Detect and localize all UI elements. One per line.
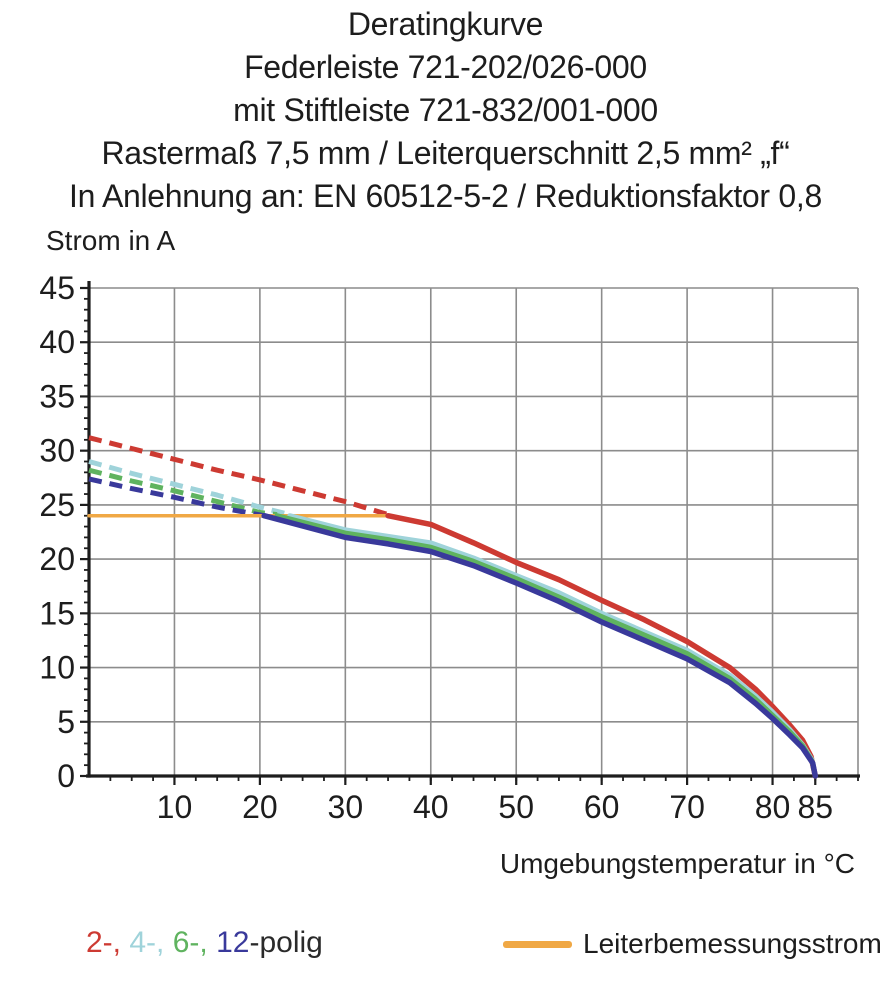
title-line-product: Deratingkurve: [347, 6, 544, 42]
y-tick-label: 0: [57, 758, 75, 794]
title-line-rastermass: Rastermaß 7,5 mm / Leiterquerschnitt 2,5…: [101, 135, 790, 171]
x-tick-label: 50: [498, 789, 534, 825]
curve-p4-dashed: [88, 459, 291, 518]
curve-p6-solid: [274, 513, 818, 779]
y-tick-label: 30: [39, 433, 75, 469]
y-tick-label: 25: [39, 487, 75, 523]
x-tick-label: 70: [669, 789, 705, 825]
y-axis-title: Strom in A: [46, 225, 176, 256]
x-axis-title: Umgebungstemperatur in °C: [499, 848, 855, 879]
y-tick-label: 15: [39, 595, 75, 631]
legend-rated: Leiterbemessungsstrom: [503, 926, 882, 962]
legend-poles-part: 12: [207, 926, 250, 959]
x-tick-label: 85: [797, 789, 833, 825]
x-tick-label: 30: [328, 789, 364, 825]
y-tick-label: 5: [57, 704, 75, 740]
y-tick-label: 45: [39, 270, 75, 306]
curve-p2-solid: [385, 512, 819, 779]
x-tick-label: 40: [413, 789, 449, 825]
title-line-federleiste: Federleiste 721-202/026-000: [244, 49, 647, 85]
x-tick-label: 10: [157, 789, 193, 825]
curve-p2-dashed: [88, 435, 389, 517]
title-line-stiftleiste: mit Stiftleiste 721-832/001-000: [233, 92, 658, 128]
legend-poles-part: 4-,: [121, 926, 165, 959]
curve-p6-dashed: [88, 467, 278, 518]
title-line-norm: In Anlehnung an: EN 60512-5-2 / Reduktio…: [69, 178, 822, 214]
legend-poles: 2-, 4-, 6-, 12-polig: [86, 926, 323, 960]
chart-title-block: Deratingkurve Federleiste 721-202/026-00…: [0, 3, 891, 218]
curve-p12-solid: [261, 512, 819, 779]
y-tick-label: 35: [39, 378, 75, 414]
x-tick-label: 20: [242, 789, 278, 825]
legend-poles-part: 2-,: [86, 926, 122, 959]
legend-poles-part: -polig: [249, 926, 323, 959]
curve-p12-dashed: [88, 476, 265, 519]
rated-current-line-swatch: [503, 940, 572, 948]
y-tick-label: 20: [39, 541, 75, 577]
x-tick-label: 80: [755, 789, 791, 825]
y-tick-label: 10: [39, 650, 75, 686]
y-tick-label: 40: [39, 324, 75, 360]
curve-p4-solid: [287, 513, 818, 779]
legend-poles-part: 6-,: [164, 926, 208, 959]
rated-current-label: Leiterbemessungsstrom: [583, 928, 882, 959]
x-tick-label: 60: [584, 789, 620, 825]
